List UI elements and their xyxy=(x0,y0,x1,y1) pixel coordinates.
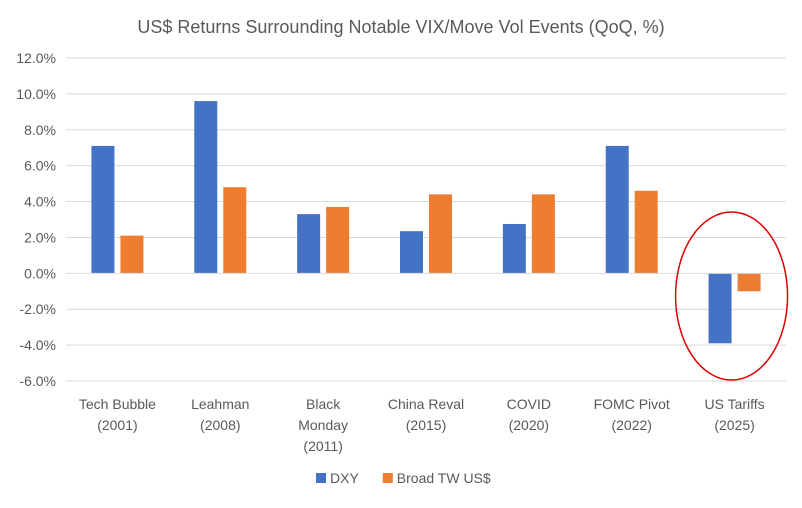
bar-dxy-0 xyxy=(91,145,115,274)
category-label: (2020) xyxy=(509,417,549,433)
bar-broad-tw-us-4 xyxy=(531,194,555,274)
bar-dxy-5 xyxy=(605,145,629,274)
bar-broad-tw-us-2 xyxy=(326,206,350,274)
category-label: (2022) xyxy=(611,417,651,433)
chart-title: US$ Returns Surrounding Notable VIX/Move… xyxy=(137,17,664,37)
highlight-ellipse xyxy=(674,211,789,381)
legend-label: Broad TW US$ xyxy=(397,470,491,486)
category-label: Tech Bubble xyxy=(79,396,156,412)
category-label: Monday xyxy=(298,417,348,433)
category-label: (2015) xyxy=(406,417,446,433)
category-label: Leahman xyxy=(191,396,249,412)
y-tick-label: 0.0% xyxy=(24,265,56,281)
y-axis-ticks: 12.0% 10.0% 8.0% 6.0% 4.0% 2.0% 0.0% -2.0% -4.0%… xyxy=(16,50,56,389)
y-tick-label: 12.0% xyxy=(16,50,56,66)
bar-dxy-6 xyxy=(708,273,732,344)
bar-broad-tw-us-3 xyxy=(429,194,452,274)
category-label: COVID xyxy=(507,396,551,412)
annotations xyxy=(674,211,789,381)
bar-broad-tw-us-6 xyxy=(737,273,761,292)
legend-swatch xyxy=(382,473,393,483)
category-label: FOMC Pivot xyxy=(594,396,670,412)
y-tick-label: 8.0% xyxy=(24,122,56,138)
y-tick-label: 4.0% xyxy=(24,194,56,210)
bar-dxy-4 xyxy=(502,223,526,274)
y-tick-label: -6.0% xyxy=(19,373,56,389)
y-tick-label: -2.0% xyxy=(19,301,56,317)
y-tick-label: 2.0% xyxy=(24,229,56,245)
category-label: Black xyxy=(306,396,341,412)
category-label: (2008) xyxy=(200,417,240,433)
category-label: (2001) xyxy=(97,417,137,433)
bar-broad-tw-us-5 xyxy=(634,190,658,274)
legend-label: DXY xyxy=(330,470,359,486)
bar-dxy-3 xyxy=(400,231,423,274)
category-labels: Tech Bubble (2001) Leahman (2008) Black Monda… xyxy=(79,396,765,454)
legend-swatch xyxy=(316,473,326,483)
bar-broad-tw-us-1 xyxy=(223,187,247,274)
bar-dxy-2 xyxy=(297,214,321,274)
y-tick-label: -4.0% xyxy=(19,337,56,353)
y-tick-label: 6.0% xyxy=(24,158,56,174)
category-label: US Tariffs xyxy=(704,396,764,412)
legend: DXY Broad TW US$ xyxy=(316,470,491,486)
category-label: (2011) xyxy=(303,438,342,454)
category-label: China Reval xyxy=(388,396,464,412)
bar-dxy-1 xyxy=(194,101,218,274)
category-label: (2025) xyxy=(714,417,754,433)
bars xyxy=(91,101,761,344)
bar-broad-tw-us-0 xyxy=(120,235,144,274)
y-tick-label: 10.0% xyxy=(16,86,56,102)
gridlines xyxy=(66,57,786,382)
